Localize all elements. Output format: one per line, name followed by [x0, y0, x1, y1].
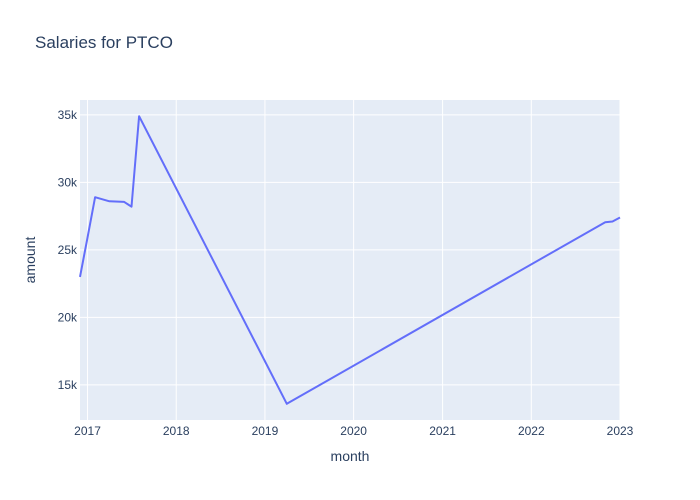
- y-tick-label: 35k: [58, 108, 78, 122]
- chart-title: Salaries for PTCO: [35, 33, 173, 52]
- series-layer: [79, 115, 621, 405]
- y-axis-label: amount: [22, 237, 38, 284]
- y-tick-label: 30k: [58, 175, 78, 189]
- x-tick-label: 2023: [607, 424, 634, 438]
- y-tick-label: 25k: [58, 243, 78, 257]
- x-tick-label: 2019: [252, 424, 279, 438]
- y-gridlines: [80, 114, 620, 386]
- series-line: [79, 115, 621, 405]
- y-tick-label: 20k: [58, 310, 78, 324]
- y-tick-labels: 15k 20k 25k 30k 35k: [58, 108, 78, 392]
- x-tick-label: 2021: [429, 424, 456, 438]
- y-tick-label: 15k: [58, 378, 78, 392]
- x-tick-labels: 2017 2018 2019 2020 2021 2022 2023: [74, 424, 633, 438]
- x-tick-label: 2018: [163, 424, 190, 438]
- x-tick-label: 2022: [518, 424, 545, 438]
- x-tick-label: 2017: [74, 424, 101, 438]
- x-tick-label: 2020: [340, 424, 367, 438]
- x-axis-label: month: [331, 448, 370, 464]
